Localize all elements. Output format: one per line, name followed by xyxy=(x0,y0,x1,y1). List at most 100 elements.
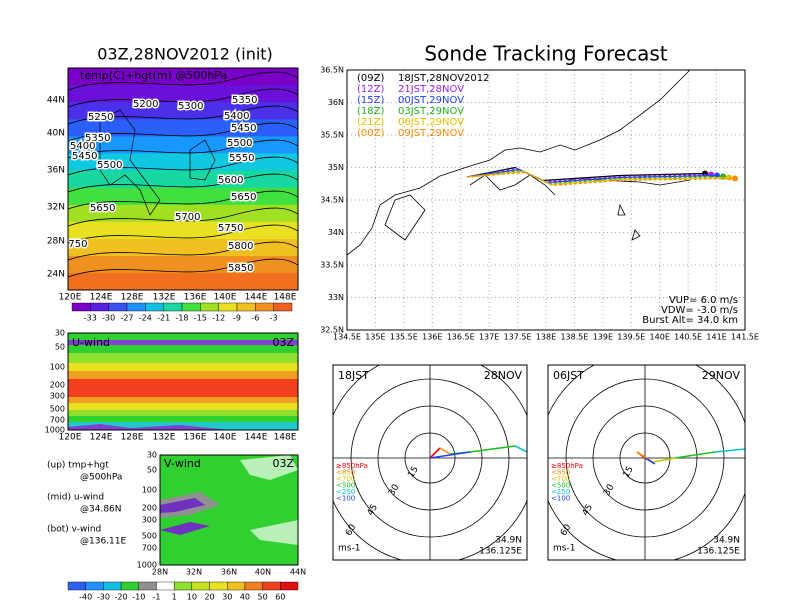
wind-patch xyxy=(240,455,298,545)
contour-label: 5600 xyxy=(218,175,243,186)
group xyxy=(68,333,298,430)
ring-label: 60 xyxy=(559,523,574,538)
lon-tick: 120E xyxy=(59,433,82,443)
lon-tick: 128E xyxy=(121,293,144,303)
param: VUP= 6.0 m/s xyxy=(669,295,738,306)
note: (mid) u-wind xyxy=(47,493,104,503)
contour-label: 5550 xyxy=(229,153,254,164)
contour-label: 5750 xyxy=(218,223,243,234)
wind-band xyxy=(68,340,298,345)
colorbar-cell xyxy=(138,581,157,591)
colorbar-cell xyxy=(71,302,91,312)
contour xyxy=(68,173,298,193)
run-launch: 00JST,29NOV xyxy=(398,95,464,106)
contour xyxy=(68,190,298,210)
wind-patch xyxy=(160,498,210,535)
hodograph-segment xyxy=(429,447,441,459)
lon-tick: 135.5E xyxy=(390,333,418,342)
note: @136.11E xyxy=(80,537,126,547)
level-tick: 200 xyxy=(50,381,65,390)
contour-label: 5650 xyxy=(231,192,256,203)
hodograph-segment xyxy=(429,451,471,459)
colorbar-cell xyxy=(120,581,139,591)
lat-tick: 40N xyxy=(47,129,65,139)
lat-tick: 35N xyxy=(328,163,344,172)
run-launch: 06JST,29NOV xyxy=(398,117,464,128)
temperature-band xyxy=(68,119,298,138)
note: @500hPa xyxy=(80,473,122,483)
param: VDW= -3.0 m/s xyxy=(661,305,738,316)
colorbar-cell xyxy=(227,581,246,591)
colorbar-cell xyxy=(163,302,183,312)
level-tick: 30 xyxy=(55,329,65,338)
note: (up) tmp+hgt xyxy=(47,461,109,471)
layer-legend: <500 xyxy=(336,482,355,490)
level-tick: 300 xyxy=(50,392,65,401)
level-tick: 50 xyxy=(147,466,157,475)
lat-tick: 36N xyxy=(328,98,344,107)
coastline xyxy=(99,109,216,216)
colorbar-cell xyxy=(209,581,228,591)
lon-tick: 136E xyxy=(184,293,207,303)
lon-tick: 148E xyxy=(274,293,297,303)
lon-tick: 132E xyxy=(153,293,176,303)
burst-point xyxy=(732,175,738,182)
lon-tick: 120E xyxy=(59,293,82,303)
colorbar-cell xyxy=(273,302,293,312)
lon-tick: 136E xyxy=(422,333,442,342)
wind-band xyxy=(68,363,298,371)
level-tick: 500 xyxy=(142,532,157,541)
param: Burst Alt= 34.0 km xyxy=(642,315,738,326)
lat: 34.9N xyxy=(713,536,740,546)
group xyxy=(548,365,745,560)
lon-tick: 139E xyxy=(593,333,613,342)
contour xyxy=(68,241,298,261)
contour-label: 5700 xyxy=(175,212,200,223)
layer-legend: <500 xyxy=(551,482,570,490)
ring-label: 60 xyxy=(344,523,359,538)
lat-tick: 33.5N xyxy=(320,261,344,270)
run-launch: 21JST,28NOV xyxy=(398,84,464,95)
level-tick: 300 xyxy=(142,516,157,525)
hodograph-segment xyxy=(714,448,745,453)
colorbar-cell xyxy=(173,581,193,591)
panel-time: 03Z xyxy=(272,457,294,470)
contour xyxy=(68,71,298,91)
colorbar-label: -21 xyxy=(157,314,170,323)
colorbar-cell xyxy=(280,581,299,591)
contour-label: 5850 xyxy=(228,263,253,274)
wind-band xyxy=(68,353,298,363)
colorbar-cell xyxy=(244,581,263,591)
colorbar-cell xyxy=(67,581,86,591)
colorbar-label: -3 xyxy=(270,314,278,323)
contour-label: 5650 xyxy=(90,203,115,214)
temperature-band xyxy=(68,273,298,290)
layer-legend: <250 xyxy=(336,488,355,496)
run-init: (09Z) xyxy=(357,73,384,84)
colorbar-label: -27 xyxy=(120,314,133,323)
hodograph-segment xyxy=(469,445,516,453)
panel-title: Sonde Tracking Forecast xyxy=(424,42,667,66)
lat-tick: 28N xyxy=(152,568,168,577)
colorbar-cell xyxy=(191,581,210,591)
level-tick: 1000 xyxy=(45,426,65,435)
temperature-band xyxy=(68,68,298,86)
note: @34.86N xyxy=(80,505,122,515)
colorbar-cell xyxy=(145,302,164,312)
colorbar-cell xyxy=(255,302,274,312)
wind-band xyxy=(68,379,298,397)
contour-label: 5500 xyxy=(227,138,252,149)
frame xyxy=(547,364,746,561)
colorbar-cell xyxy=(218,302,238,312)
contour-label: 5350 xyxy=(85,133,110,144)
frame xyxy=(332,364,528,561)
colorbar-label: -6 xyxy=(251,314,259,323)
colorbar-label: 60 xyxy=(275,593,285,602)
contour xyxy=(68,207,298,227)
hodograph-segment xyxy=(439,447,451,455)
lon-tick: 141.5E xyxy=(731,333,759,342)
hodograph-segment xyxy=(674,451,716,459)
layer-legend: ≥850hPa xyxy=(336,462,368,470)
colorbar-label: -18 xyxy=(175,314,188,323)
temperature-band xyxy=(68,239,298,257)
